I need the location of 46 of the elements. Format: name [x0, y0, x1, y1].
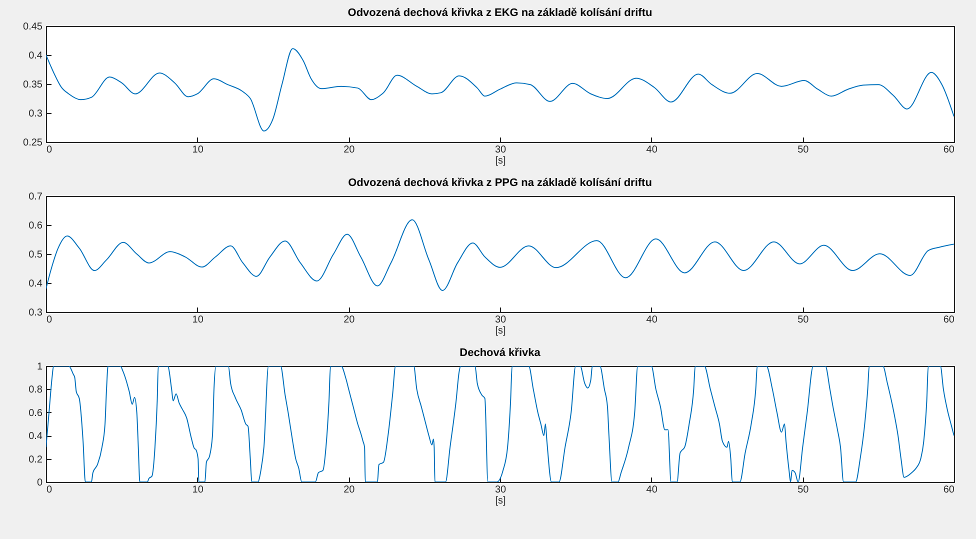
line-series [46, 219, 954, 292]
y-tick-label: 0.5 [28, 250, 43, 260]
line-series [46, 366, 954, 482]
line-series [46, 48, 954, 132]
x-tick-label: 10 [192, 484, 204, 496]
x-tick-label: 0 [46, 144, 52, 156]
x-axis-title: [s] [495, 496, 506, 506]
y-tick-label: 0.3 [28, 308, 43, 318]
x-tick-label: 10 [192, 314, 204, 326]
x-tick-label: 50 [798, 314, 810, 326]
x-tick-label: 20 [344, 314, 356, 326]
y-tick-label: 0.25 [23, 138, 43, 148]
y-tick-label: 0.7 [28, 192, 43, 202]
y-tick-label: 0.4 [28, 431, 43, 442]
x-tick-label: 60 [943, 484, 955, 496]
x-tick-label: 50 [798, 144, 810, 156]
x-tick-label: 60 [943, 314, 955, 326]
x-axis-title: [s] [495, 156, 506, 166]
x-axis-title: [s] [495, 326, 506, 336]
chart-title: Odvozená dechová křivka z EKG na základě kolísání driftu [348, 7, 652, 19]
x-tick-label: 30 [494, 144, 506, 156]
y-tick-label: 0.45 [23, 22, 43, 32]
x-tick-label: 40 [646, 144, 658, 156]
y-tick-label: 0 [36, 478, 43, 488]
y-tick-label: 0.6 [28, 220, 43, 232]
y-tick-label: 0.35 [23, 80, 43, 90]
y-tick-label: 0.8 [28, 384, 43, 396]
x-tick-label: 20 [344, 144, 356, 156]
y-tick-label: 0.6 [28, 408, 43, 419]
x-tick-label: 0 [46, 484, 52, 496]
y-tick-label: 0.3 [28, 108, 43, 120]
x-tick-label: 0 [46, 314, 52, 326]
x-tick-label: 30 [494, 314, 506, 326]
chart-title: Odvozená dechová křivka z PPG na základě kolísání driftu [348, 177, 652, 189]
x-tick-label: 60 [943, 144, 955, 156]
x-tick-label: 40 [646, 314, 658, 326]
y-tick-label: 0.4 [28, 278, 43, 290]
x-tick-label: 10 [192, 144, 204, 156]
x-tick-label: 50 [798, 484, 810, 496]
x-tick-label: 20 [344, 484, 356, 496]
x-tick-label: 40 [646, 484, 658, 496]
chart-title: Dechová křivka [460, 347, 542, 359]
y-tick-label: 0.4 [28, 50, 43, 62]
y-tick-label: 0.2 [28, 454, 43, 466]
x-tick-label: 30 [494, 484, 506, 496]
y-tick-label: 1 [36, 362, 43, 372]
